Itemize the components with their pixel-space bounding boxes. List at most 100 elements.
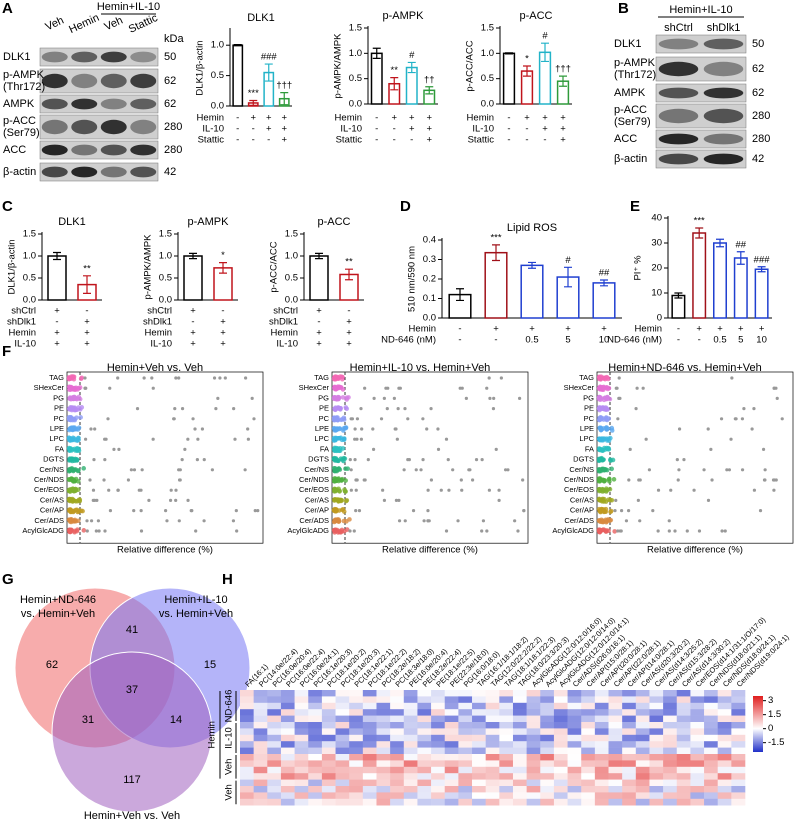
heatmap-cell — [431, 696, 446, 704]
heatmap-cell — [649, 760, 664, 768]
heatmap-cell — [526, 792, 541, 800]
lipid-dot — [332, 530, 337, 535]
heatmap-cell — [731, 747, 746, 755]
lipid-dot — [596, 458, 602, 464]
y-tick-label: 10 — [651, 288, 662, 299]
category-label: LPC — [314, 434, 329, 443]
category-label: Cer/AP — [40, 506, 64, 515]
heatmap-cell — [403, 786, 418, 793]
blot-row-label: (Thr172) — [3, 81, 45, 93]
significance-label: * — [221, 250, 225, 261]
category-label: FA — [55, 444, 64, 453]
lipid-dot — [332, 467, 338, 473]
condition-mark: + — [220, 339, 226, 350]
heatmap-cell — [417, 696, 432, 704]
category-label: LPE — [50, 424, 64, 433]
condition-mark: + — [220, 317, 226, 328]
error-bar — [492, 244, 500, 262]
condition-mark: - — [191, 317, 194, 328]
heatmap-cell — [594, 690, 609, 697]
category-label: PE — [54, 404, 64, 413]
heatmap-cell — [485, 786, 500, 793]
lipid-dot — [673, 529, 677, 533]
panel-label: A — [2, 0, 13, 17]
heatmap-cell — [594, 773, 609, 780]
lipid-dot — [385, 407, 389, 411]
heatmap-cell — [553, 709, 568, 716]
heatmap-cell — [403, 760, 418, 768]
heatmap-cell — [431, 728, 446, 736]
lipid-dot — [379, 417, 384, 421]
condition-label: IL-10 — [14, 339, 36, 350]
kda-value: 280 — [752, 110, 770, 122]
condition-mark: - — [458, 335, 461, 346]
lipid-dot — [407, 458, 411, 462]
blot-row-label: (Ser79) — [614, 116, 651, 128]
condition-label: IL-10 — [150, 339, 172, 350]
heatmap-cell — [567, 690, 582, 697]
heatmap-cell — [280, 690, 295, 697]
heatmap-cell — [240, 792, 254, 800]
lipid-dot — [331, 395, 337, 400]
heatmap-cell — [335, 792, 350, 800]
heatmap-cell — [280, 702, 295, 710]
heatmap-cell — [622, 715, 637, 723]
condition-label: IL-10 — [276, 339, 298, 350]
lipid-dot — [456, 519, 460, 523]
category-label: SHexCer — [564, 383, 595, 392]
lipid-dot — [702, 468, 706, 472]
heatmap-cell — [321, 715, 336, 723]
heatmap-cell — [635, 715, 650, 723]
lipid-dot — [174, 498, 178, 502]
heatmap-cell — [240, 779, 254, 787]
blot-band — [703, 108, 744, 124]
lipid-dot — [616, 529, 620, 533]
heatmap-cell — [294, 760, 309, 768]
lipid-dot — [513, 519, 517, 523]
condition-mark: - — [375, 135, 378, 146]
lipid-dot — [348, 529, 352, 533]
lipid-dot — [636, 498, 640, 502]
heatmap-cell — [267, 715, 282, 723]
condition-mark: + — [84, 339, 90, 350]
heatmap-cell — [635, 798, 650, 806]
heatmap-cell — [635, 792, 650, 800]
condition-mark: + — [281, 113, 287, 124]
condition-mark: + — [426, 124, 432, 135]
heatmap-cell — [253, 728, 268, 736]
lipid-dot — [116, 376, 120, 380]
heatmap-cell — [635, 754, 650, 761]
heatmap-cell — [499, 792, 514, 800]
heatmap-cell — [267, 741, 282, 748]
lipid-dot — [597, 407, 602, 413]
lipid-dot — [598, 478, 603, 483]
heatmap-cell — [731, 754, 746, 761]
heatmap-cell — [663, 702, 678, 710]
heatmap-cell — [540, 786, 555, 793]
heatmap-cell — [622, 786, 637, 793]
lipid-dot — [607, 486, 613, 492]
heatmap-cell — [240, 702, 254, 710]
condition-mark: + — [316, 328, 322, 339]
heatmap-cell — [676, 722, 691, 729]
lipid-dot — [93, 498, 97, 502]
heatmap-cell — [608, 702, 623, 710]
condition-mark: - — [236, 113, 239, 124]
heatmap-cell — [567, 709, 582, 716]
lipid-dot — [75, 427, 81, 432]
heatmap-cell — [635, 779, 650, 787]
category-label: Cer/EOS — [299, 485, 329, 494]
condition-mark: + — [426, 113, 432, 124]
heatmap-cell — [321, 734, 336, 742]
y-axis-label: 510 nm/590 nm — [407, 246, 418, 312]
heatmap-cell — [499, 747, 514, 755]
heatmap-cell — [581, 766, 596, 774]
error-bar — [249, 99, 258, 106]
heatmap-cell — [485, 754, 500, 761]
heatmap-cell — [553, 754, 568, 761]
y-axis-label: p-ACC/ACC — [465, 40, 476, 91]
y-tick-label: 20 — [651, 263, 662, 274]
lipid-dot — [597, 527, 603, 533]
heatmap-cell — [676, 766, 691, 774]
heatmap-cell — [485, 722, 500, 729]
